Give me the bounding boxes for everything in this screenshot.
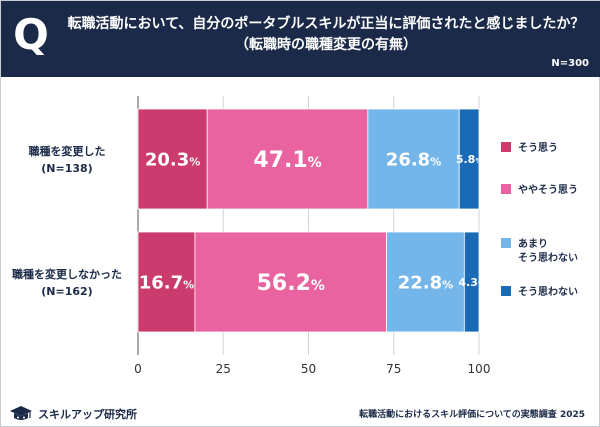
legend-label-2-1: そう思わない bbox=[518, 252, 578, 264]
data-label-0-3: 5.8% bbox=[456, 153, 483, 166]
graduation-cap-icon bbox=[10, 406, 32, 420]
bar-segment-1-1 bbox=[194, 231, 387, 333]
x-tick-label-50: 50 bbox=[301, 362, 316, 376]
legend-swatch-2 bbox=[501, 238, 511, 248]
legend-label-1: ややそう思う bbox=[518, 184, 578, 196]
chart-title: 転職活動において、自分のポータブルスキルが正当に評価されたと感じましたか？ （転… bbox=[61, 14, 591, 56]
x-tick-label-0: 0 bbox=[134, 362, 142, 376]
bar-segment-0-2 bbox=[367, 108, 460, 210]
bar-segment-0-0 bbox=[137, 108, 208, 210]
legend-swatch-1 bbox=[501, 184, 511, 194]
legend-label-2-0: あまり bbox=[518, 237, 548, 250]
total-sample-size: N=300 bbox=[551, 58, 589, 69]
title-line-2: （転職時の職種変更の有無） bbox=[235, 37, 417, 53]
survey-source: 転職活動におけるスキル評価についての実態調査 2025 bbox=[359, 410, 585, 420]
data-label-0-2: 26.8% bbox=[386, 149, 441, 170]
category-count-1: (N=162) bbox=[41, 285, 92, 298]
data-label-1-3: 4.3% bbox=[458, 276, 485, 289]
x-tick-label-100: 100 bbox=[468, 362, 491, 376]
category-label-1: 職種を変更しなかった bbox=[12, 267, 122, 281]
bar-segment-1-3 bbox=[463, 231, 480, 333]
bar-segment-1-0 bbox=[137, 231, 196, 333]
data-label-0-0: 20.3% bbox=[145, 149, 200, 170]
q-mark: Q bbox=[13, 10, 49, 59]
brand-logo: スキルアップ研究所 bbox=[9, 405, 137, 423]
x-tick-label-75: 75 bbox=[386, 362, 401, 376]
question-header: Q 転職活動において、自分のポータブルスキルが正当に評価されたと感じましたか？ … bbox=[1, 1, 600, 77]
category-labels: 職種を変更した (N=138) 職種を変更しなかった (N=162) bbox=[12, 144, 122, 298]
legend-label-3: そう思わない bbox=[518, 286, 578, 298]
bar-segment-0-1 bbox=[206, 108, 369, 210]
data-label-1-2: 22.8% bbox=[398, 272, 453, 293]
title-line-1: 転職活動において、自分のポータブルスキルが正当に評価されたと感じましたか？ bbox=[67, 16, 585, 32]
brand-name: スキルアップ研究所 bbox=[38, 408, 137, 421]
x-tick-label-25: 25 bbox=[216, 362, 231, 376]
stacked-bar-chart: 20.3% 47.1% 26.8% 5.8%16.7% 56.2% 22.8% 4.3% 職… bbox=[12, 96, 578, 376]
legend-label-0: そう思う bbox=[518, 142, 558, 154]
category-count-0: (N=138) bbox=[41, 162, 92, 175]
bar-layer: 20.3% 47.1% 26.8% 5.8%16.7% 56.2% 22.8% 4.3% bbox=[137, 108, 485, 333]
legend-swatch-3 bbox=[501, 286, 511, 296]
bar-segment-0-3 bbox=[458, 108, 480, 210]
legend-swatch-0 bbox=[501, 142, 511, 152]
data-label-1-0: 16.7% bbox=[139, 272, 194, 293]
category-label-0: 職種を変更した bbox=[29, 144, 106, 158]
x-axis-ticks: 0 25 50 75 100 bbox=[134, 362, 490, 376]
